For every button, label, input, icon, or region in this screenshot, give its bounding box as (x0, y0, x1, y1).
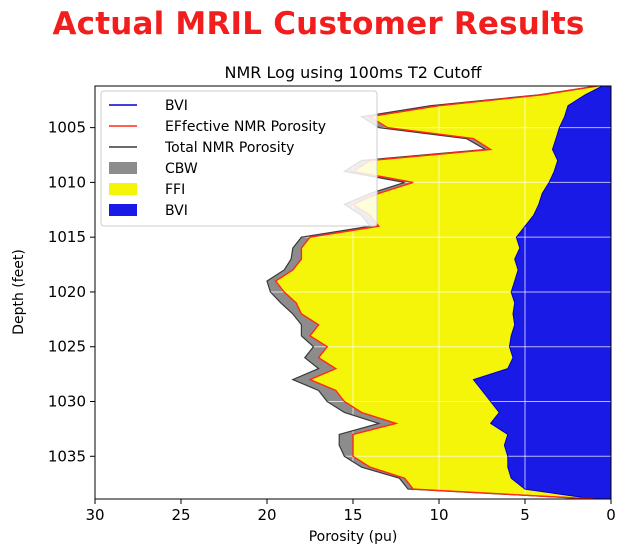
legend-label: CBW (165, 161, 198, 177)
x-tick-label: 0 (606, 506, 616, 524)
x-tick-label: 20 (257, 506, 276, 524)
y-tick-label: 1015 (48, 228, 86, 246)
legend-label: BVI (165, 98, 188, 114)
legend-label: EFfective NMR Porosity (165, 119, 326, 135)
x-axis-label: Porosity (pu) (309, 529, 398, 545)
y-tick-label: 1035 (48, 447, 86, 465)
legend-label: FFI (165, 182, 185, 198)
legend-swatch (109, 204, 137, 216)
x-tick-label: 15 (343, 506, 362, 524)
x-tick-label: 30 (85, 506, 104, 524)
line-layer (266, 86, 603, 499)
x-tick-label: 5 (520, 506, 530, 524)
legend-swatch (109, 183, 137, 195)
legend-label: BVI (165, 203, 188, 219)
legend-label: Total NMR Porosity (164, 140, 294, 156)
effective-porosity-line (274, 86, 598, 499)
y-axis-label: Depth (feet) (11, 249, 27, 335)
bvi-area (473, 86, 611, 499)
bvi-line (472, 86, 603, 499)
x-axis: 30 25 20 15 10 5 0 (85, 499, 616, 524)
y-tick-label: 1030 (48, 393, 86, 411)
legend: BVI EFfective NMR Porosity Total NMR Poros… (100, 90, 378, 227)
y-tick-label: 1010 (48, 173, 86, 191)
y-tick-label: 1025 (48, 338, 86, 356)
legend-box (100, 90, 378, 227)
headline-title: Actual MRIL Customer Results (52, 6, 585, 42)
legend-swatch (109, 162, 137, 174)
y-tick-label: 1005 (48, 119, 86, 137)
y-tick-label: 1020 (48, 283, 86, 301)
y-axis: 1005 1010 1015 1020 1025 1030 1035 (48, 119, 95, 465)
x-tick-label: 25 (171, 506, 190, 524)
x-tick-label: 10 (429, 506, 448, 524)
chart-title: NMR Log using 100ms T2 Cutoff (225, 63, 483, 82)
